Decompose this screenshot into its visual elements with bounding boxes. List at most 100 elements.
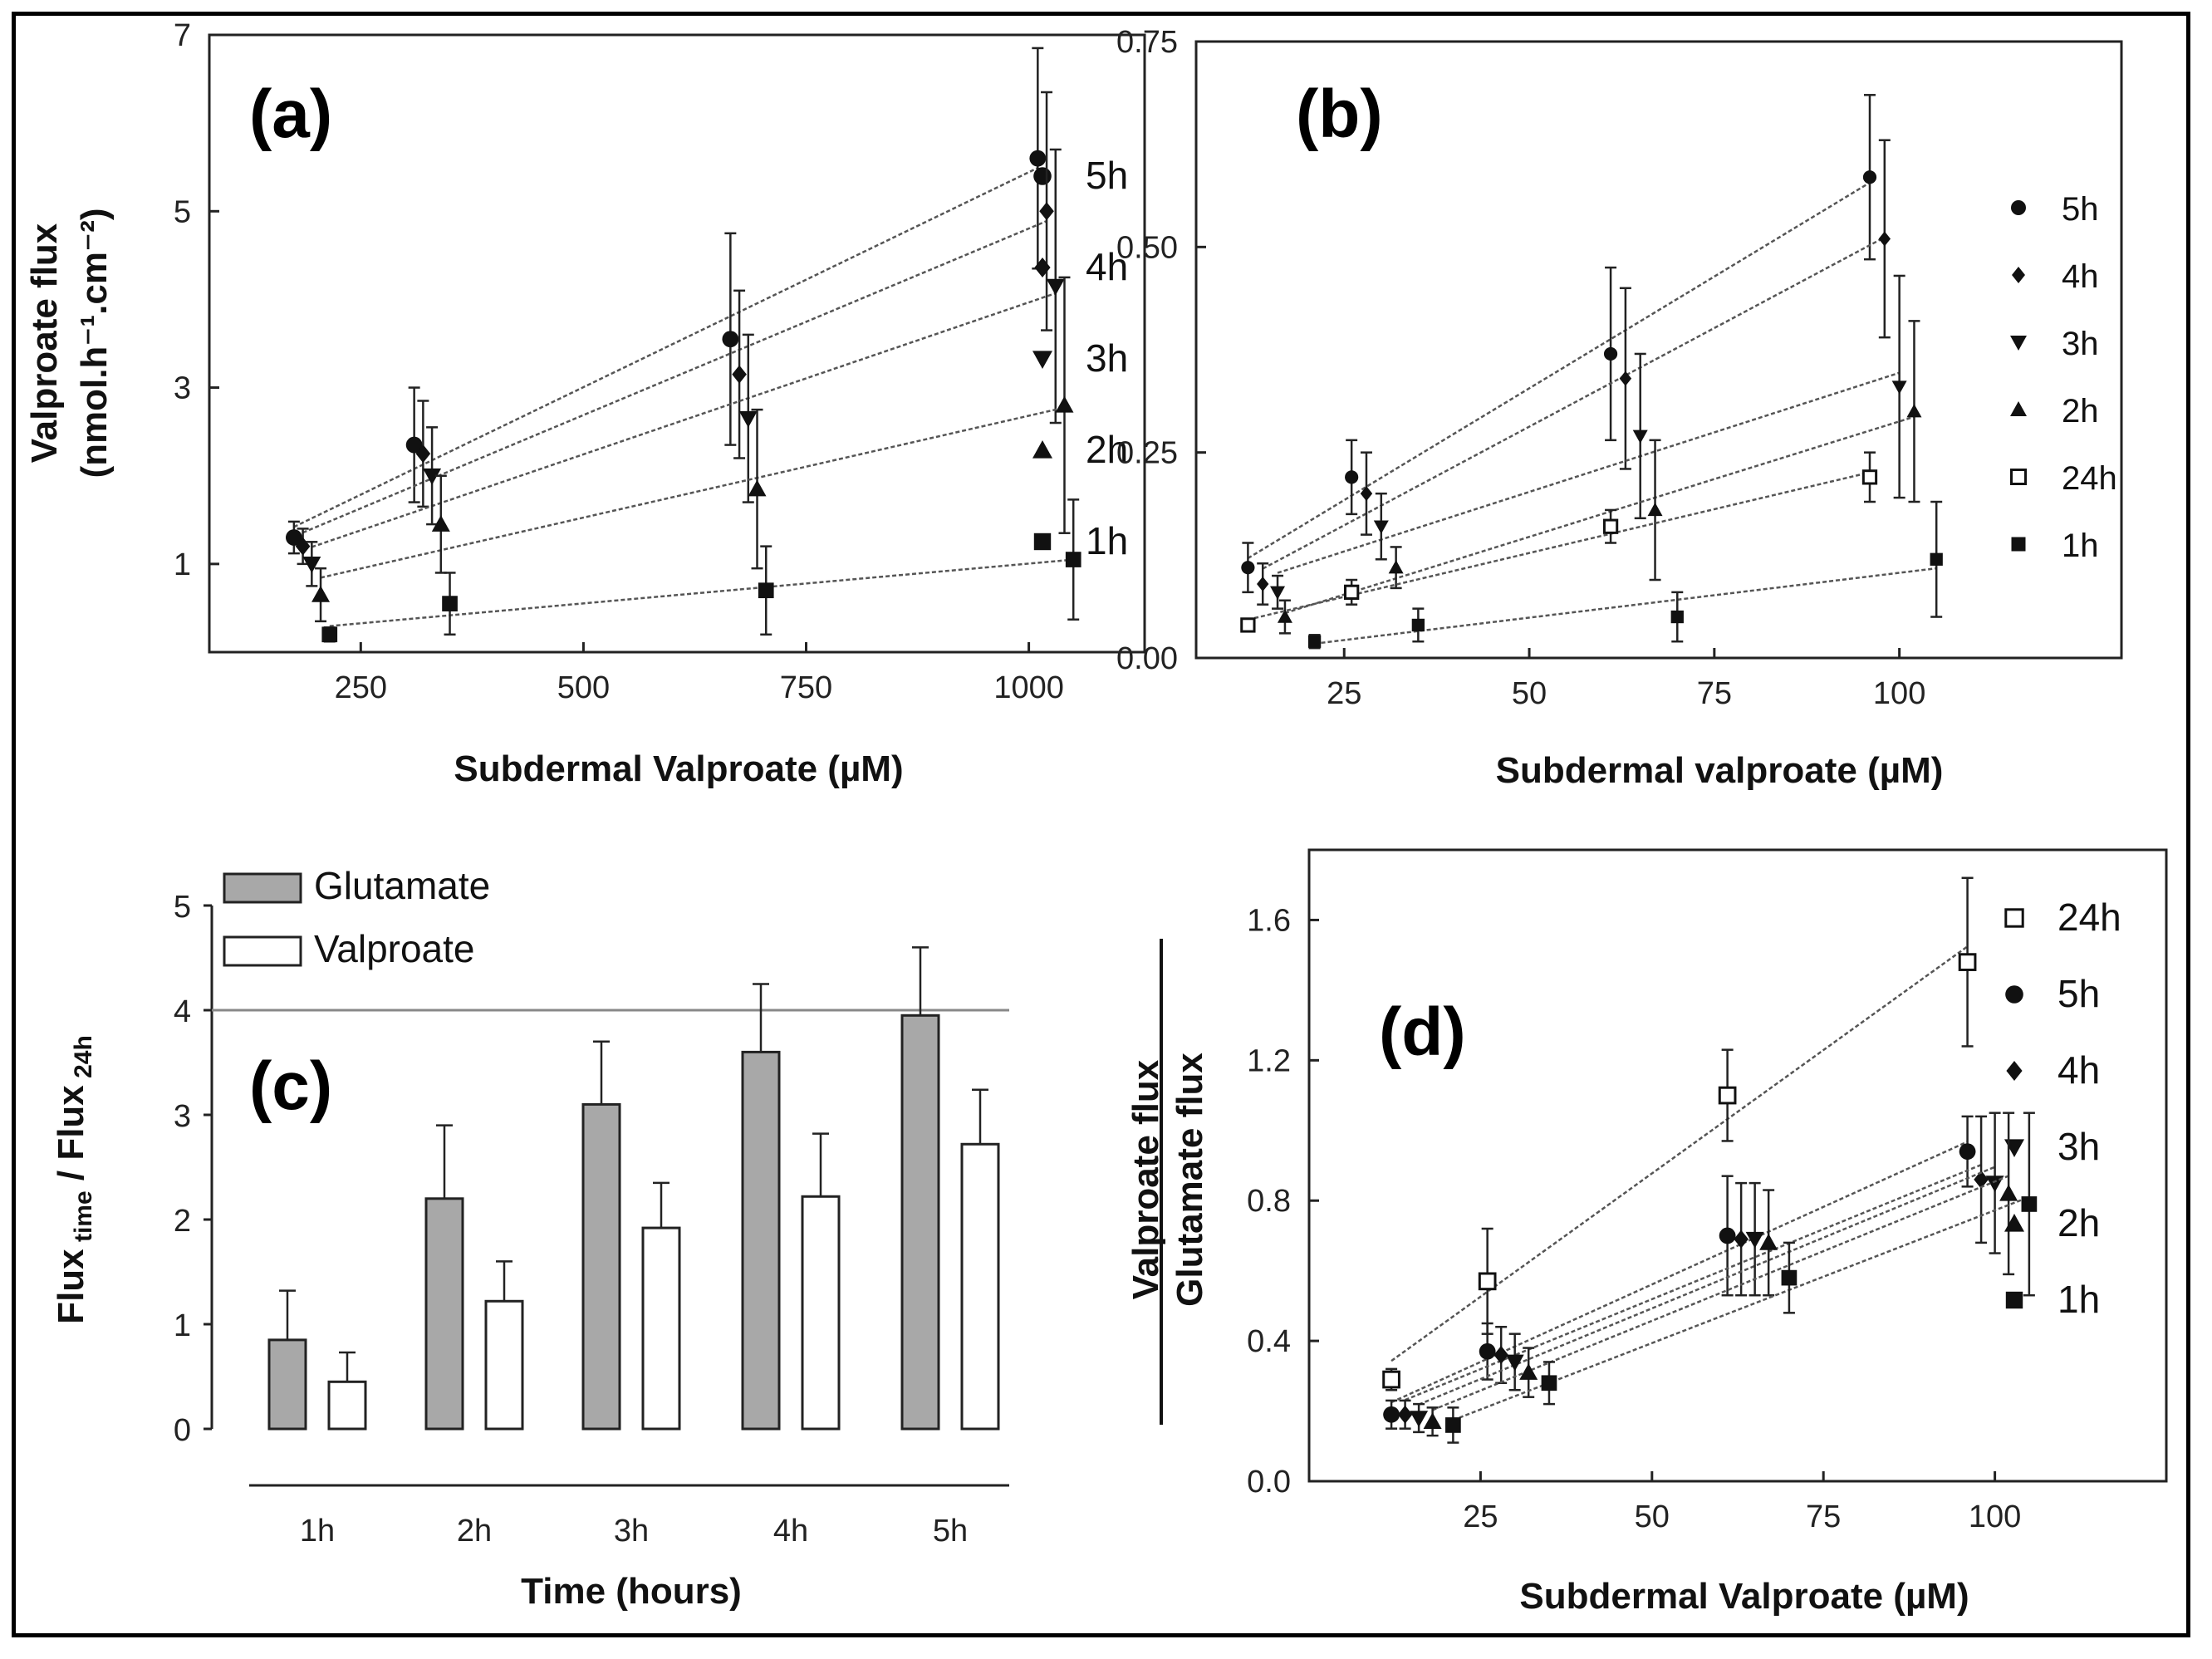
series-d-2h: [1423, 1112, 2018, 1437]
series-d-1h: [1445, 1112, 2038, 1444]
series-d-4h: [1397, 1115, 1989, 1430]
data-point-24h: [1344, 584, 1360, 601]
legend-marker-2h: [1032, 440, 1052, 459]
legend-marker-24h: [2004, 908, 2024, 928]
data-point-1h: [442, 596, 458, 611]
y-tick-label-c: 1: [174, 1308, 191, 1343]
data-point-3h: [738, 410, 758, 428]
fit-line-3h: [311, 292, 1057, 548]
data-point-5h: [1345, 470, 1359, 484]
legend-marker-1h: [2011, 537, 2026, 552]
panel-b: 25 50 75 100 0.00 0.25 0.50 0.75 (b) Subdermal va…: [1116, 25, 2123, 791]
fit-line-2h: [1432, 1175, 2009, 1411]
y-tick-label-c: 5: [174, 890, 191, 925]
data-point-24h: [1958, 953, 1977, 971]
data-point-24h: [1718, 1086, 1737, 1105]
data-point-1h: [1065, 552, 1081, 567]
x-tick-label-a: 750: [780, 670, 832, 705]
data-point-1h: [1307, 635, 1322, 648]
series-a-1h: [321, 498, 1081, 643]
y-tick-label-d: 1.6: [1247, 903, 1291, 938]
legend-marker-3h: [2004, 1139, 2024, 1157]
bar-Glutamate-3h: [581, 1102, 621, 1431]
legend-label-5h: 5h: [1086, 154, 1128, 197]
data-point-5h: [1479, 1342, 1496, 1360]
legend-swatch-Glutamate: [223, 872, 302, 904]
series-b-3h: [1270, 274, 1907, 610]
data-point-3h: [1410, 1411, 1429, 1427]
fit-line-4h: [1262, 236, 1886, 570]
fit-line-5h: [1390, 1141, 1969, 1404]
x-tick-label-d: 75: [1806, 1499, 1841, 1534]
x-tick-label-c: 1h: [300, 1514, 335, 1549]
data-point-2h: [311, 586, 331, 602]
fit-line-1h: [1314, 567, 1937, 645]
y-tick-label-d: 0.8: [1247, 1184, 1291, 1219]
data-point-24h: [1602, 518, 1619, 534]
data-point-3h: [302, 557, 321, 573]
data-point-5h: [1383, 1406, 1400, 1423]
y-tick-label-a: 1: [174, 547, 191, 582]
fit-line-24h: [1390, 945, 1969, 1362]
data-point-3h: [1632, 429, 1648, 444]
data-point-1h: [2021, 1196, 2038, 1212]
data-point-4h: [1039, 202, 1054, 221]
data-point-24h: [1382, 1370, 1400, 1389]
data-point-5h: [1862, 170, 1877, 184]
data-point-1h: [1930, 552, 1943, 566]
figure-frame: [12, 12, 2190, 1637]
legend-label-4h: 4h: [1086, 245, 1128, 288]
y-tick-label-b: 0.25: [1116, 436, 1178, 471]
legend-label-2h: 2h: [2062, 393, 2099, 429]
data-point-5h: [722, 331, 739, 348]
series-a-3h: [302, 148, 1065, 587]
legend-marker-2h: [2010, 401, 2027, 416]
legend-label-5h: 5h: [2058, 972, 2100, 1015]
data-point-2h: [1647, 502, 1663, 517]
legend-label-1h: 1h: [1086, 519, 1128, 562]
y-tick-label-a: 7: [174, 18, 191, 53]
legend-marker-3h: [2010, 336, 2027, 351]
y-axis-label-a: Valproate flux: [24, 223, 65, 463]
x-tick-label-d: 25: [1463, 1499, 1498, 1534]
legend-marker-4h: [1034, 258, 1051, 277]
y-tick-label-c: 4: [174, 994, 191, 1029]
data-point-5h: [285, 529, 302, 546]
bar-Glutamate-1h: [267, 1338, 307, 1431]
data-point-24h: [1240, 617, 1256, 633]
x-tick-label-c: 3h: [614, 1514, 649, 1549]
legend-marker-5h: [2011, 200, 2026, 215]
y-tick-label-a: 5: [174, 194, 191, 229]
legend-label-3h: 3h: [1086, 336, 1128, 380]
legend-label-24h: 24h: [2062, 460, 2117, 497]
legend-marker-24h: [2010, 469, 2027, 485]
series-a-2h: [311, 276, 1074, 623]
x-tick-label-a: 250: [335, 670, 387, 705]
data-point-4h: [1619, 371, 1632, 386]
series-b-1h: [1307, 500, 1943, 650]
data-point-2h: [1906, 404, 1922, 418]
bar-Valproate-2h: [484, 1299, 524, 1431]
series-b-4h: [1257, 139, 1891, 606]
series-d-24h: [1382, 876, 1977, 1391]
y-axis-label-denominator-d: Glutamate flux: [1170, 1053, 1210, 1307]
legend-label-2h: 2h: [1086, 428, 1128, 471]
y-axis-label-part: 24h: [70, 1035, 97, 1085]
data-point-1h: [758, 582, 774, 599]
legend-label-1h: 1h: [2058, 1278, 2100, 1321]
x-tick-label-b: 25: [1327, 676, 1361, 711]
data-point-24h: [1861, 469, 1878, 485]
bar-Glutamate-4h: [741, 1050, 781, 1431]
legend-marker-3h: [1032, 351, 1052, 369]
data-point-1h: [1541, 1375, 1557, 1391]
legend-label-Valproate: Valproate: [314, 927, 475, 970]
panel-label-c: (c): [249, 1048, 332, 1124]
x-tick-label-d: 50: [1635, 1499, 1670, 1534]
data-point-3h: [1373, 520, 1389, 534]
series-b-5h: [1241, 94, 1877, 594]
data-point-4h: [1493, 1346, 1508, 1364]
y-tick-label-c: 3: [174, 1099, 191, 1134]
bar-Valproate-5h: [960, 1142, 1000, 1431]
legend-marker-4h: [2012, 267, 2025, 283]
legend-swatch-Valproate: [223, 935, 302, 967]
